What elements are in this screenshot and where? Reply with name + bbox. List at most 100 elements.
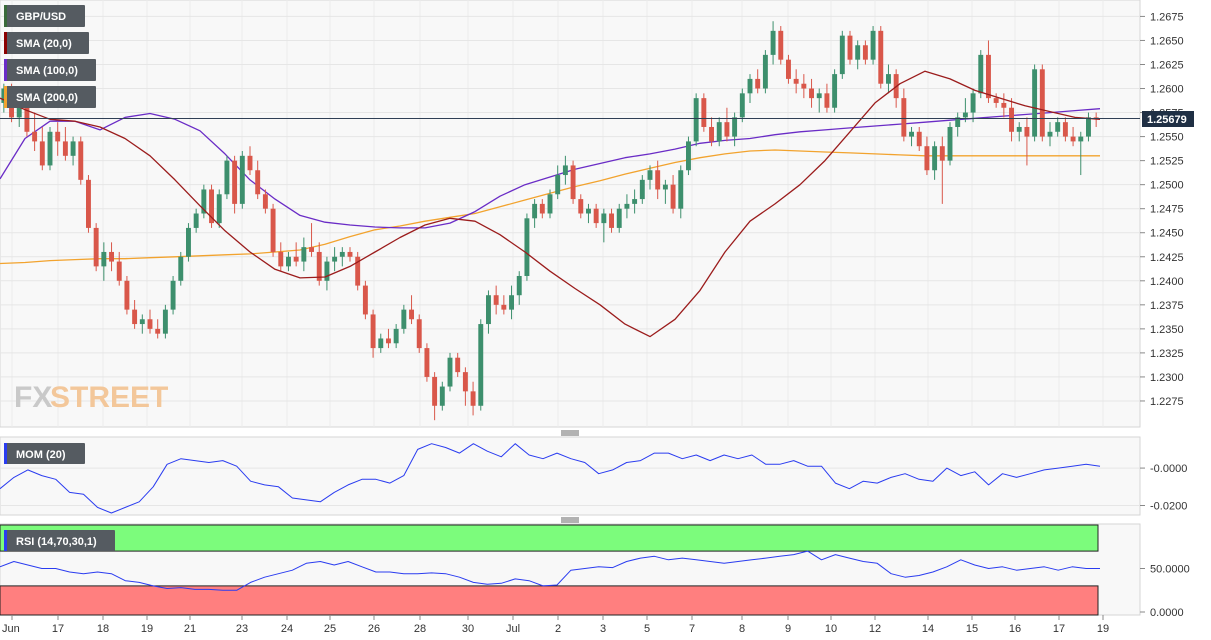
legend-mom-box — [4, 443, 85, 464]
sma20-line — [0, 70, 1101, 338]
candle — [93, 223, 99, 272]
candle-body — [847, 35, 853, 60]
candle-body — [370, 314, 376, 349]
last-price-value: 1.25679 — [1147, 114, 1187, 126]
price-tick-label: 1.2350 — [1150, 324, 1184, 336]
price-tick-label: 1.2625 — [1150, 59, 1184, 71]
candle-body — [693, 98, 699, 142]
candle-body — [1001, 102, 1007, 108]
candle-body — [578, 199, 584, 214]
panel-splitter-1[interactable] — [0, 428, 1140, 437]
panel-splitter-2[interactable] — [0, 516, 1140, 524]
x-tick-label: 8 — [739, 623, 745, 635]
candle-body — [524, 218, 530, 276]
legend-sma100-box — [4, 59, 96, 81]
legend-sma20-box — [4, 32, 89, 54]
rsi-oversold-zone — [0, 585, 1099, 616]
candle — [616, 203, 622, 233]
candle — [824, 83, 830, 113]
candle — [1001, 93, 1007, 118]
candle — [162, 304, 168, 339]
candle-body — [778, 30, 784, 60]
candle-body — [386, 338, 391, 344]
candle-body — [16, 102, 22, 118]
candle — [86, 175, 91, 233]
candle — [816, 88, 822, 113]
candle-body — [1032, 69, 1038, 137]
candle — [686, 136, 691, 176]
candle-body — [78, 141, 84, 180]
candle-body — [201, 189, 207, 214]
candle-body — [701, 98, 707, 127]
candle — [1047, 122, 1053, 147]
legend-sma200: SMA (200,0) — [16, 92, 78, 104]
rsi-tick-label: 0.0000 — [1150, 607, 1184, 619]
candle-body — [1047, 131, 1053, 137]
candle-body — [447, 357, 453, 387]
candle — [639, 175, 645, 204]
candle — [770, 21, 776, 65]
candle — [286, 251, 291, 272]
candle — [378, 333, 384, 353]
candle-body — [901, 98, 907, 137]
candle — [932, 141, 938, 180]
candle-body — [70, 141, 76, 156]
legend-sma200-swatch — [4, 86, 7, 108]
candle — [339, 247, 345, 267]
candle-body — [1086, 117, 1091, 137]
candle-body — [955, 117, 961, 127]
candle-body — [162, 309, 168, 334]
candle — [355, 251, 361, 291]
candle — [416, 314, 422, 353]
candle-body — [455, 357, 461, 373]
x-tick-label: 17 — [1053, 623, 1065, 635]
candle — [124, 275, 130, 315]
candle — [201, 184, 207, 219]
candle-body — [101, 251, 107, 267]
candle-body — [962, 112, 968, 118]
fxstreet-watermark-street: STREET — [50, 381, 168, 414]
candle-body — [124, 280, 130, 310]
candle — [178, 251, 184, 286]
candle-body — [586, 208, 591, 214]
legend-sma100: SMA (100,0) — [16, 65, 78, 77]
candle — [424, 343, 430, 382]
candle — [455, 352, 461, 377]
x-tick-label: 19 — [1097, 623, 1109, 635]
candle-body — [301, 247, 307, 262]
candle-body — [462, 372, 468, 392]
price-tick-label: 1.2475 — [1150, 204, 1184, 216]
candle — [609, 208, 614, 233]
candle-body — [516, 275, 522, 296]
candle — [578, 194, 584, 219]
candle — [924, 136, 930, 176]
candle — [401, 304, 407, 334]
legend-mom: MOM (20) — [16, 449, 66, 461]
candle — [570, 160, 576, 204]
last-price-tag: 1.25679 — [1142, 111, 1194, 127]
candle-body — [878, 30, 884, 84]
candle-body — [978, 54, 984, 94]
candle — [186, 223, 191, 262]
candle-body — [886, 74, 891, 84]
candle — [986, 40, 991, 103]
candle-body — [1070, 136, 1076, 142]
candle-body — [316, 251, 322, 281]
candle-body — [1, 88, 7, 103]
legend-sma100-swatch — [4, 59, 7, 81]
candle-body — [616, 208, 622, 228]
candle — [1039, 64, 1045, 142]
candle-body — [1024, 126, 1030, 137]
candle — [316, 242, 322, 286]
candle-body — [862, 45, 868, 60]
candle — [739, 88, 745, 123]
candle — [693, 93, 699, 147]
momentum-tick-label: -0.0000 — [1150, 463, 1187, 475]
x-tick-label: 18 — [97, 623, 109, 635]
candle-body — [1078, 136, 1084, 142]
price-tick-label: 1.2600 — [1150, 84, 1184, 96]
candle — [547, 189, 553, 219]
candle — [347, 247, 353, 262]
candle — [362, 280, 368, 320]
candle-body — [132, 309, 138, 325]
